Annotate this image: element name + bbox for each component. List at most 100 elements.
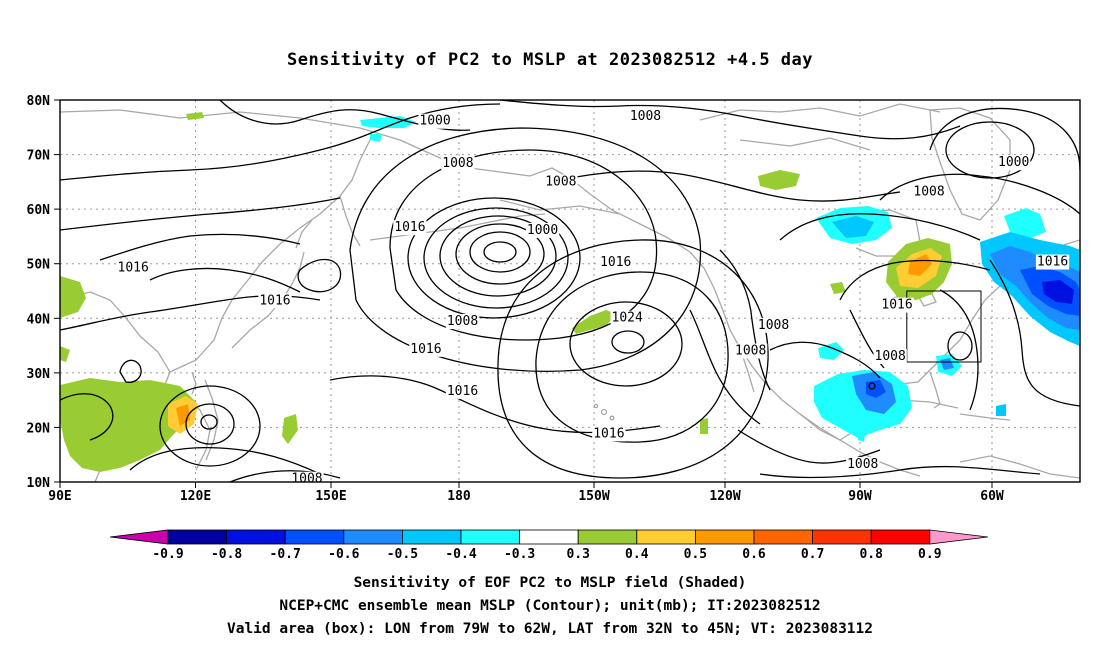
colorbar-cell [226,529,286,545]
colorbar-cell [167,529,227,545]
lon-label-150w: 150W [578,489,609,504]
contour-label-background [846,456,880,472]
contour-label-background [116,260,150,276]
colorbar-cell [401,529,462,545]
valid-area-box [906,290,982,363]
contour-label: 1016 [881,298,912,313]
contour-label: 1008 [875,349,906,364]
colorbar-label: 0.5 [684,547,707,562]
lon-label-150e: 150E [315,489,346,504]
contour-label-background [599,255,633,271]
contour-label-background [445,314,480,330]
contour-label-background [610,310,644,326]
colorbar-cell [284,529,345,545]
colorbar-cell [460,529,520,545]
contour-label: 1008 [630,109,661,124]
contour-label: 1008 [442,156,473,171]
contour-label-background [734,343,768,359]
contour-label: 1008 [291,472,322,487]
contour-label: 1008 [545,174,576,189]
colorbar-cell [753,529,813,545]
contour-label: 1000 [419,114,450,129]
contour-label-background [409,341,443,357]
lat-label-20n: 20N [27,421,51,436]
contour-label: 1016 [593,426,624,441]
contour-label: 1016 [600,255,631,270]
colorbar-cell [812,529,872,545]
contour-label: 1016 [410,342,441,357]
colorbar-label: -0.4 [445,547,476,562]
lon-label-90e: 90E [48,489,71,504]
footer-line-2: NCEP+CMC ensemble mean MSLP (Contour); u… [279,598,821,614]
contour-label: 1008 [913,185,944,200]
contour-label-background [393,220,427,236]
chart-title: Sensitivity of PC2 to MSLP at 2023082512… [286,50,813,70]
contour-label-background [997,155,1031,171]
colorbar: -0.9 -0.8 -0.7 -0.6 -0.5 -0.4 -0.3 0.3 0.4 0.5 0.6… [109,529,988,562]
contour-label-background [1035,254,1070,270]
lat-label-10n: 10N [27,476,51,491]
lat-label-70n: 70N [27,149,51,164]
colorbar-label: 0.6 [742,547,766,562]
contour-label: 1016 [394,220,425,235]
contour-label-background [756,317,791,333]
contour-label-background [441,155,475,171]
colorbar-label: 0.7 [801,547,824,562]
contour-label-background [445,383,480,399]
contour-label: 1016 [1037,255,1068,270]
colorbar-cell [577,529,638,545]
lat-label-40n: 40N [27,312,51,327]
map-frame [59,99,1081,483]
colorbar-cell [695,529,755,545]
colorbar-right-triangle [929,529,988,545]
colorbar-label: -0.5 [387,547,418,562]
footer-line-3: Valid area (box): LON from 79W to 62W, L… [226,621,873,637]
tick-marks [54,99,993,488]
footer-line-1: Sensitivity of EOF PC2 to MSLP field (Sh… [353,575,747,591]
contour-label-background [880,297,914,313]
lon-label-90w: 90W [848,489,872,504]
contour-label: 1008 [758,318,789,333]
contour-label-background [418,113,452,129]
colorbar-label: -0.9 [152,547,183,562]
contour-label-background [592,426,626,442]
lon-label-120w: 120W [709,489,740,504]
lat-label-50n: 50N [27,258,51,273]
colorbar-label: 0.4 [625,547,649,562]
colorbar-label: 0.9 [918,547,941,562]
contour-label-background [525,222,560,238]
contour-label-background [873,348,907,364]
contour-label: 1000 [998,155,1029,170]
colorbar-left-triangle [109,529,169,545]
contour-label-background [912,184,946,200]
contour-label-background [544,174,578,190]
lat-label-30n: 30N [27,367,51,382]
contour-label: 1008 [847,457,878,472]
colorbar-cell [343,529,403,545]
contour-labels: 1000 1008 1008 1008 1000 1016 1016 1016 1016 1024… [116,108,1070,487]
contour-label-background [290,471,324,482]
colorbar-label: 0.3 [566,547,589,562]
contour-label: 1008 [447,314,478,329]
lon-label-180: 180 [447,489,471,504]
colorbar-label: -0.7 [270,547,301,562]
contour-label: 1008 [735,343,766,358]
colorbar-label: -0.8 [211,547,242,562]
colorbar-label: -0.3 [504,547,535,562]
contour-label: 1016 [118,261,149,276]
contour-label: 1016 [259,293,290,308]
colorbar-cell [636,529,696,545]
colorbar-cell [519,529,579,545]
lon-label-120e: 120E [180,489,211,504]
contour-label: 1016 [447,384,478,399]
contour-label: 1024 [612,311,643,326]
colorbar-cell [870,529,931,545]
lat-label-80n: 80N [27,94,51,109]
lat-label-60n: 60N [27,203,51,218]
colorbar-label: 0.8 [859,547,883,562]
lon-label-60w: 60W [980,489,1004,504]
contour-label-background [628,108,663,124]
contour-label-background [258,293,292,309]
contour-label: 1000 [527,223,558,238]
